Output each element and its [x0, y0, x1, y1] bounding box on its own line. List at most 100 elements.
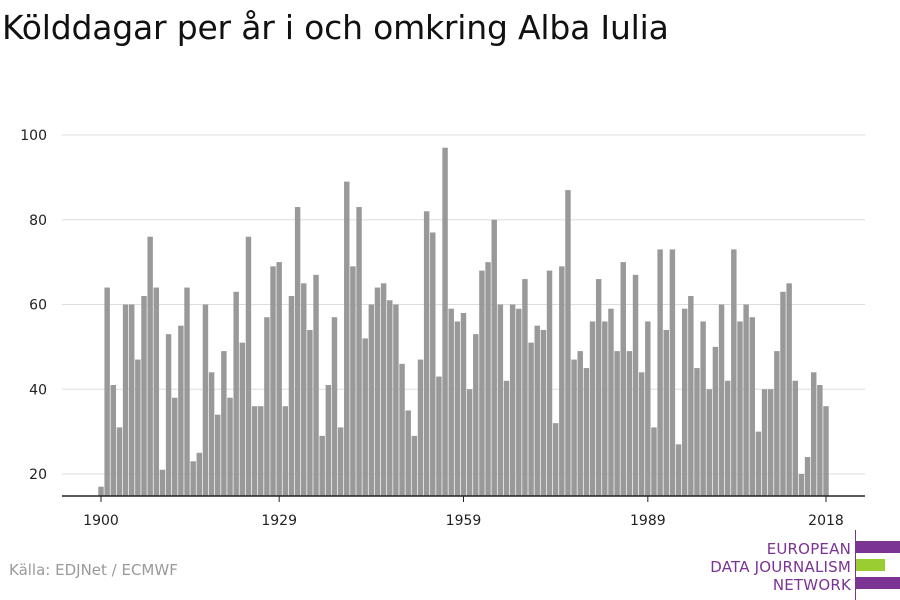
bar-1978[interactable]	[577, 351, 583, 496]
bar-2012[interactable]	[786, 283, 792, 496]
bar-2003[interactable]	[731, 249, 737, 496]
bar-1928[interactable]	[270, 266, 276, 496]
bar-2005[interactable]	[743, 304, 749, 497]
bar-1954[interactable]	[430, 232, 436, 496]
bar-1920[interactable]	[221, 351, 227, 496]
bar-1912[interactable]	[172, 397, 178, 496]
bar-1902[interactable]	[110, 385, 117, 496]
bar-1967[interactable]	[509, 304, 516, 497]
bar-1925[interactable]	[251, 406, 258, 496]
bar-1929[interactable]	[276, 262, 282, 496]
bar-1937[interactable]	[325, 385, 332, 496]
bar-1956[interactable]	[442, 147, 448, 496]
bar-1946[interactable]	[380, 283, 387, 496]
bar-1934[interactable]	[307, 329, 313, 496]
bar-2008[interactable]	[761, 389, 768, 496]
bar-1908[interactable]	[147, 236, 153, 496]
bar-1949[interactable]	[399, 363, 405, 496]
bar-1972[interactable]	[540, 329, 547, 496]
bar-1922[interactable]	[233, 291, 239, 496]
bar-1989[interactable]	[645, 321, 651, 496]
bar-1910[interactable]	[159, 469, 166, 496]
bar-1948[interactable]	[393, 304, 399, 497]
bar-2017[interactable]	[817, 385, 823, 496]
bar-1965[interactable]	[497, 304, 504, 497]
bar-1984[interactable]	[614, 351, 620, 496]
bar-1998[interactable]	[700, 321, 706, 496]
bar-1924[interactable]	[245, 236, 252, 496]
bar-2016[interactable]	[810, 372, 817, 496]
bar-1926[interactable]	[258, 406, 264, 496]
bar-1936[interactable]	[319, 435, 325, 496]
bar-1988[interactable]	[638, 372, 645, 496]
bar-2010[interactable]	[774, 351, 780, 496]
bar-1986[interactable]	[626, 351, 633, 496]
bar-2013[interactable]	[792, 380, 799, 496]
bar-1947[interactable]	[387, 300, 393, 496]
edjnet-logo[interactable]: EUROPEAN DATA JOURNALISM NETWORK	[700, 530, 900, 600]
bar-1951[interactable]	[411, 435, 418, 496]
bar-1991[interactable]	[657, 249, 663, 496]
bar-1968[interactable]	[516, 308, 522, 496]
bar-2000[interactable]	[712, 346, 719, 496]
bar-1997[interactable]	[694, 368, 700, 496]
bar-1940[interactable]	[344, 181, 350, 497]
bar-1999[interactable]	[706, 389, 712, 496]
bar-1945[interactable]	[374, 287, 381, 496]
bar-1966[interactable]	[503, 380, 510, 496]
bar-1962[interactable]	[479, 270, 485, 496]
bar-1901[interactable]	[104, 287, 110, 496]
bar-1917[interactable]	[202, 304, 209, 497]
bar-1913[interactable]	[178, 325, 184, 496]
bar-1905[interactable]	[128, 304, 135, 497]
bar-1916[interactable]	[196, 452, 203, 496]
bar-1906[interactable]	[135, 359, 141, 496]
bar-1980[interactable]	[589, 321, 596, 496]
bar-1904[interactable]	[122, 304, 129, 497]
bar-1931[interactable]	[288, 296, 295, 496]
bar-1900[interactable]	[98, 486, 104, 496]
bar-1923[interactable]	[239, 342, 246, 496]
bar-2009[interactable]	[767, 389, 774, 496]
bar-1921[interactable]	[227, 397, 233, 496]
bar-2006[interactable]	[749, 317, 755, 496]
bar-1960[interactable]	[466, 389, 473, 496]
bar-1930[interactable]	[282, 406, 289, 496]
bar-1992[interactable]	[663, 329, 669, 496]
bar-1964[interactable]	[491, 219, 497, 496]
bar-1944[interactable]	[368, 304, 375, 497]
bar-1950[interactable]	[405, 410, 411, 496]
bar-1943[interactable]	[362, 338, 368, 496]
bar-1963[interactable]	[485, 262, 491, 496]
bar-1941[interactable]	[350, 266, 356, 496]
bar-2007[interactable]	[755, 431, 762, 496]
bar-1957[interactable]	[448, 308, 454, 496]
bar-1903[interactable]	[116, 427, 123, 496]
bar-1981[interactable]	[595, 279, 602, 496]
bar-2018[interactable]	[823, 406, 829, 496]
bar-1996[interactable]	[688, 296, 694, 496]
bar-2001[interactable]	[718, 304, 725, 497]
bar-1953[interactable]	[423, 211, 430, 496]
bar-1918[interactable]	[208, 372, 215, 496]
bar-1958[interactable]	[454, 321, 461, 496]
bar-1987[interactable]	[632, 274, 639, 496]
bar-1974[interactable]	[552, 423, 559, 496]
bar-2011[interactable]	[780, 291, 786, 496]
bar-1993[interactable]	[669, 249, 676, 496]
bar-1983[interactable]	[608, 308, 614, 496]
bar-1985[interactable]	[620, 262, 626, 496]
bar-1976[interactable]	[565, 190, 571, 496]
bar-2004[interactable]	[737, 321, 743, 496]
bar-1994[interactable]	[675, 444, 682, 496]
bar-1932[interactable]	[294, 207, 301, 496]
bar-1952[interactable]	[417, 359, 424, 496]
bar-2002[interactable]	[724, 380, 731, 496]
bar-1990[interactable]	[651, 427, 657, 496]
bar-1919[interactable]	[215, 414, 221, 496]
bar-1942[interactable]	[356, 207, 362, 496]
bar-1961[interactable]	[473, 334, 479, 496]
bar-1955[interactable]	[436, 376, 442, 496]
bar-1970[interactable]	[528, 342, 534, 496]
bar-1907[interactable]	[141, 296, 147, 496]
